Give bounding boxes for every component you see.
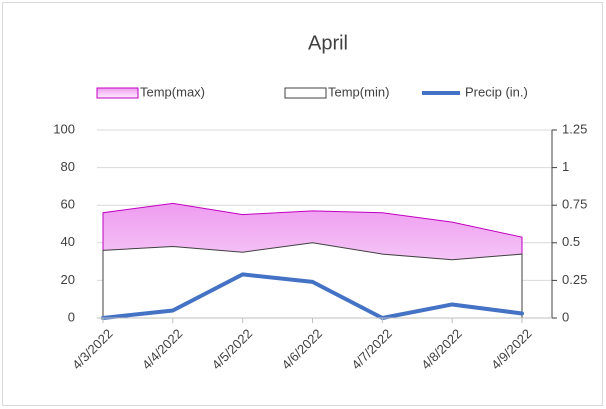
legend-label: Temp(max) [140, 84, 205, 99]
legend-label: Precip (in.) [465, 84, 528, 99]
chart-frame [2, 2, 603, 406]
line [101, 272, 524, 320]
y2-tick-label: 1.25 [562, 121, 587, 136]
y2-tick-label: 0.5 [562, 234, 580, 249]
y-tick-label: 0 [68, 309, 75, 324]
y2-tick-label: 1 [562, 159, 569, 174]
y-tick-label: 20 [61, 272, 75, 287]
legend-swatch [96, 87, 139, 99]
y2-tick-label: 0.75 [562, 197, 587, 212]
legend-label: Temp(min) [328, 84, 389, 99]
y-tick-label: 80 [61, 159, 75, 174]
y-tick-label: 100 [53, 121, 75, 136]
legend-swatch [284, 87, 327, 99]
y-tick-label: 40 [61, 234, 75, 249]
chart-title: April [308, 32, 348, 54]
y2-tick-label: 0 [562, 309, 569, 324]
y2-tick-label: 0.25 [562, 272, 587, 287]
y-tick-label: 60 [61, 197, 75, 212]
